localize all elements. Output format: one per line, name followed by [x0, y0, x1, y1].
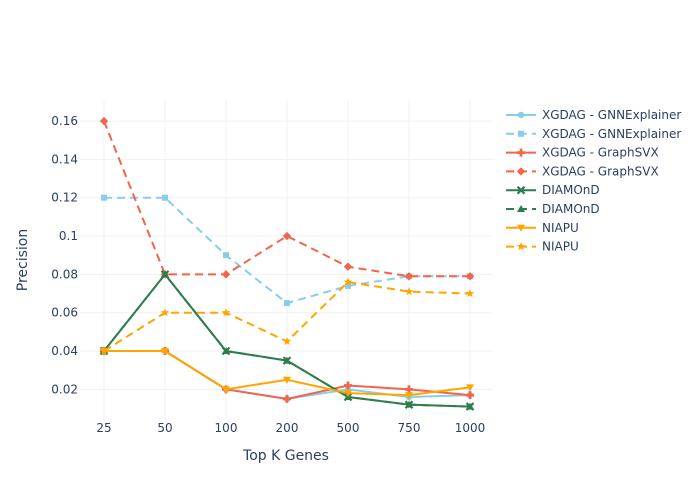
series-7 [99, 277, 475, 355]
data-point [284, 300, 290, 307]
data-point [161, 270, 169, 278]
x-tick-label: 750 [398, 421, 421, 435]
data-point [466, 391, 474, 400]
legend-swatch-marker [516, 185, 526, 195]
legend: XGDAG - GNNExplainer XGDAG - GNNExplainer… [506, 108, 681, 254]
legend-item[interactable]: DIAMOnD [506, 183, 600, 197]
y-tick-label: 0.1 [59, 229, 78, 243]
data-point [404, 287, 414, 296]
data-point [282, 336, 292, 346]
legend-item[interactable]: XGDAG - GraphSVX [506, 164, 659, 178]
data-point [99, 346, 109, 355]
x-tick-label: 50 [157, 421, 172, 435]
y-tick-label: 0.04 [51, 344, 78, 358]
legend-label: NIAPU [542, 221, 579, 235]
legend-label: DIAMOnD [542, 183, 600, 197]
y-tick-label: 0.16 [51, 114, 78, 128]
legend-label: XGDAG - GraphSVX [542, 146, 659, 160]
series-5 [100, 270, 474, 410]
data-point [405, 400, 413, 408]
x-tick-label: 200 [276, 421, 299, 435]
y-tick-label: 0.14 [51, 152, 78, 166]
legend-swatch-marker [516, 242, 526, 251]
y-tick-label: 0.06 [51, 306, 78, 320]
data-point [162, 194, 168, 201]
legend-item[interactable]: XGDAG - GraphSVX [506, 146, 659, 160]
x-tick-label: 500 [337, 421, 360, 435]
data-point [160, 308, 170, 317]
y-tick-label: 0.08 [51, 267, 78, 281]
y-tick-label: 0.12 [51, 191, 78, 205]
legend-item[interactable]: XGDAG - GNNExplainer [506, 127, 681, 141]
legend-swatch-marker [517, 224, 525, 232]
x-axis-ticks: 25 50 100 200 500 750 1000 [96, 421, 485, 435]
data-point [283, 356, 291, 364]
data-point [222, 347, 230, 355]
y-tick-label: 0.02 [51, 382, 78, 396]
x-tick-label: 25 [96, 421, 111, 435]
data-point [466, 384, 474, 392]
data-point [343, 262, 353, 271]
data-point [344, 390, 352, 398]
data-point [405, 385, 413, 394]
data-point [221, 308, 231, 317]
data-point [222, 386, 230, 394]
data-point [161, 348, 169, 356]
data-point [343, 277, 353, 286]
legend-swatch-marker [518, 130, 524, 137]
data-point [466, 402, 474, 410]
x-tick-label: 1000 [455, 421, 486, 435]
legend-item[interactable]: XGDAG - GNNExplainer [506, 108, 681, 122]
data-point [101, 194, 107, 201]
data-point [465, 272, 475, 281]
data-point [344, 381, 352, 390]
data-point [283, 394, 291, 403]
legend-label: XGDAG - GNNExplainer [542, 127, 681, 141]
data-point [283, 376, 291, 384]
y-axis-ticks: 0.02 0.04 0.06 0.08 0.1 0.12 0.14 0.16 [51, 114, 78, 396]
legend-label: XGDAG - GraphSVX [542, 164, 659, 178]
data-point [282, 231, 292, 241]
legend-swatch-marker [516, 167, 526, 176]
legend-swatch-marker [517, 111, 525, 119]
x-axis-title: Top K Genes [242, 448, 329, 464]
data-point [465, 289, 475, 298]
y-axis-title: Precision [15, 229, 31, 291]
data-point [223, 252, 229, 259]
data-point [221, 270, 231, 279]
data-point [345, 282, 351, 289]
legend-item[interactable]: NIAPU [506, 221, 579, 235]
legend-label: DIAMOnD [542, 202, 600, 216]
data-point [405, 392, 413, 400]
x-tick-label: 100 [215, 421, 238, 435]
data-point [404, 272, 414, 281]
legend-swatch-marker [517, 205, 525, 212]
legend-label: XGDAG - GNNExplainer [542, 108, 681, 122]
series-layer [99, 116, 475, 411]
legend-item[interactable]: DIAMOnD [506, 202, 600, 216]
data-point [99, 116, 109, 126]
legend-swatch-marker [517, 148, 525, 157]
legend-item[interactable]: NIAPU [506, 240, 579, 254]
legend-label: NIAPU [542, 240, 579, 254]
